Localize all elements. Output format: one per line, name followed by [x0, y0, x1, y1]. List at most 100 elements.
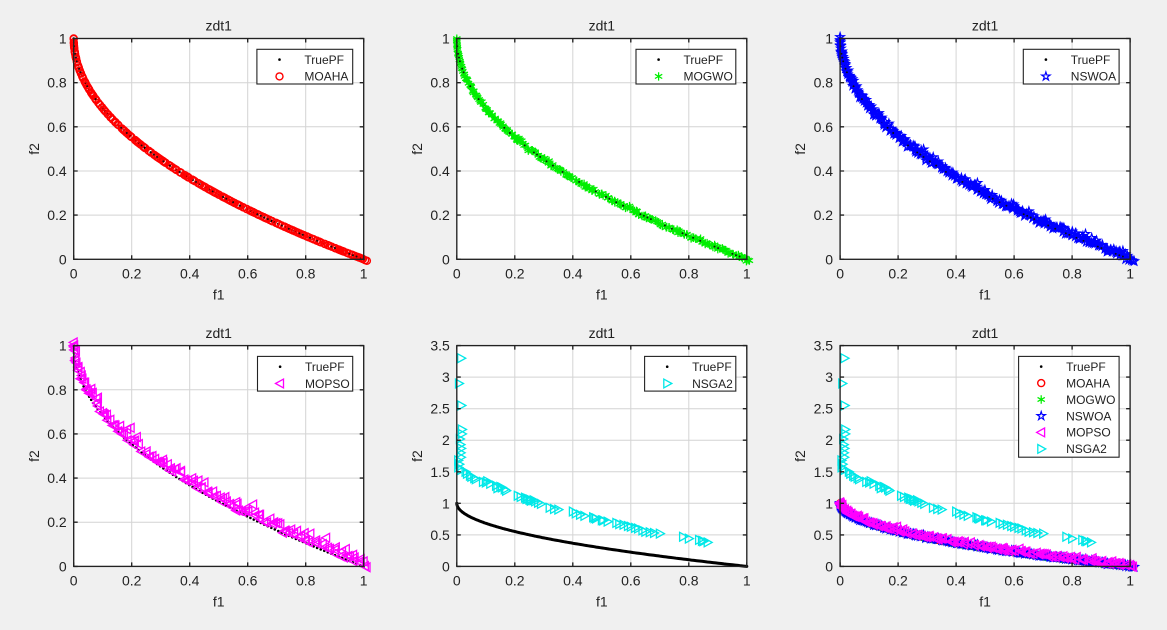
svg-text:3.5: 3.5 — [814, 338, 834, 354]
svg-text:0: 0 — [453, 572, 461, 588]
svg-text:0.6: 0.6 — [621, 572, 641, 588]
svg-text:0.8: 0.8 — [47, 382, 67, 398]
svg-text:MOGWO: MOGWO — [684, 70, 733, 84]
svg-text:0.4: 0.4 — [47, 163, 67, 179]
svg-text:0.8: 0.8 — [296, 265, 316, 281]
svg-text:0.8: 0.8 — [1062, 572, 1082, 588]
svg-text:f2: f2 — [792, 450, 808, 462]
svg-text:1: 1 — [743, 572, 751, 588]
svg-text:0: 0 — [442, 251, 450, 267]
svg-text:0.4: 0.4 — [946, 572, 966, 588]
svg-text:1: 1 — [59, 31, 67, 47]
svg-text:0.5: 0.5 — [814, 527, 834, 543]
svg-text:NSGA2: NSGA2 — [692, 377, 733, 391]
svg-text:0.4: 0.4 — [563, 572, 583, 588]
svg-text:2.5: 2.5 — [814, 401, 834, 417]
svg-text:0.8: 0.8 — [430, 75, 450, 91]
svg-text:0.2: 0.2 — [505, 265, 525, 281]
svg-text:0.6: 0.6 — [238, 265, 258, 281]
svg-text:0.4: 0.4 — [430, 163, 450, 179]
svg-text:f1: f1 — [213, 594, 225, 610]
svg-text:1: 1 — [825, 495, 833, 511]
svg-text:2: 2 — [442, 432, 450, 448]
svg-text:f1: f1 — [213, 287, 225, 303]
svg-text:0.2: 0.2 — [430, 207, 450, 223]
svg-text:0.2: 0.2 — [888, 265, 908, 281]
svg-text:0.2: 0.2 — [47, 207, 67, 223]
svg-text:0.6: 0.6 — [1004, 572, 1024, 588]
svg-text:1: 1 — [1126, 265, 1134, 281]
svg-text:0: 0 — [453, 265, 461, 281]
svg-text:2: 2 — [825, 432, 833, 448]
svg-text:0.6: 0.6 — [47, 119, 67, 135]
svg-text:0.5: 0.5 — [430, 527, 450, 543]
svg-text:f1: f1 — [596, 287, 608, 303]
svg-text:0.8: 0.8 — [47, 75, 67, 91]
svg-text:1.5: 1.5 — [430, 464, 450, 480]
svg-text:0.4: 0.4 — [180, 265, 200, 281]
svg-text:zdt1: zdt1 — [205, 325, 232, 341]
svg-text:TruePF: TruePF — [684, 53, 724, 67]
svg-text:MOAHA: MOAHA — [304, 70, 348, 84]
svg-text:0.2: 0.2 — [814, 207, 834, 223]
svg-text:0: 0 — [442, 558, 450, 574]
svg-text:0.8: 0.8 — [679, 572, 699, 588]
svg-text:0: 0 — [59, 251, 67, 267]
svg-text:0: 0 — [825, 558, 833, 574]
svg-text:0.6: 0.6 — [430, 119, 450, 135]
svg-text:0.2: 0.2 — [122, 265, 142, 281]
svg-text:TruePF: TruePF — [305, 360, 345, 374]
svg-text:TruePF: TruePF — [1066, 360, 1106, 374]
svg-text:zdt1: zdt1 — [972, 18, 999, 34]
svg-text:1: 1 — [1126, 572, 1134, 588]
svg-text:1: 1 — [59, 338, 67, 354]
svg-text:zdt1: zdt1 — [589, 18, 616, 34]
svg-text:0.2: 0.2 — [888, 572, 908, 588]
svg-text:0.6: 0.6 — [238, 572, 258, 588]
svg-text:0.6: 0.6 — [621, 265, 641, 281]
svg-text:f1: f1 — [596, 594, 608, 610]
svg-text:0.6: 0.6 — [47, 426, 67, 442]
svg-text:3: 3 — [825, 369, 833, 385]
svg-text:0: 0 — [70, 572, 78, 588]
svg-text:0.4: 0.4 — [563, 265, 583, 281]
svg-text:0.4: 0.4 — [946, 265, 966, 281]
svg-text:0.2: 0.2 — [47, 514, 67, 530]
svg-text:f2: f2 — [26, 143, 42, 155]
svg-text:NSWOA: NSWOA — [1071, 70, 1116, 84]
svg-text:TruePF: TruePF — [304, 53, 344, 67]
svg-text:0: 0 — [59, 558, 67, 574]
svg-text:0.4: 0.4 — [180, 572, 200, 588]
svg-text:TruePF: TruePF — [692, 360, 732, 374]
svg-text:f1: f1 — [979, 287, 991, 303]
svg-text:f2: f2 — [409, 143, 425, 155]
svg-text:NSWOA: NSWOA — [1066, 409, 1111, 423]
svg-text:1.5: 1.5 — [814, 464, 834, 480]
svg-text:zdt1: zdt1 — [972, 325, 999, 341]
svg-text:1: 1 — [360, 265, 368, 281]
svg-text:0.6: 0.6 — [814, 119, 834, 135]
svg-text:MOPSO: MOPSO — [305, 377, 350, 391]
svg-text:NSGA2: NSGA2 — [1066, 442, 1107, 456]
svg-text:TruePF: TruePF — [1071, 53, 1111, 67]
svg-text:0.8: 0.8 — [1062, 265, 1082, 281]
svg-text:0: 0 — [836, 265, 844, 281]
svg-text:MOGWO: MOGWO — [1066, 393, 1115, 407]
svg-text:zdt1: zdt1 — [205, 18, 232, 34]
svg-text:1: 1 — [360, 572, 368, 588]
svg-text:0.2: 0.2 — [122, 572, 142, 588]
svg-text:0: 0 — [825, 251, 833, 267]
svg-text:f2: f2 — [792, 143, 808, 155]
svg-text:2.5: 2.5 — [430, 401, 450, 417]
svg-text:f2: f2 — [26, 450, 42, 462]
svg-text:3.5: 3.5 — [430, 338, 450, 354]
svg-text:0: 0 — [836, 572, 844, 588]
svg-text:1: 1 — [442, 31, 450, 47]
svg-text:0.2: 0.2 — [505, 572, 525, 588]
svg-text:0.4: 0.4 — [814, 163, 834, 179]
svg-text:0.8: 0.8 — [296, 572, 316, 588]
svg-text:1: 1 — [743, 265, 751, 281]
svg-text:MOPSO: MOPSO — [1066, 426, 1111, 440]
svg-text:0.8: 0.8 — [679, 265, 699, 281]
svg-text:3: 3 — [442, 369, 450, 385]
